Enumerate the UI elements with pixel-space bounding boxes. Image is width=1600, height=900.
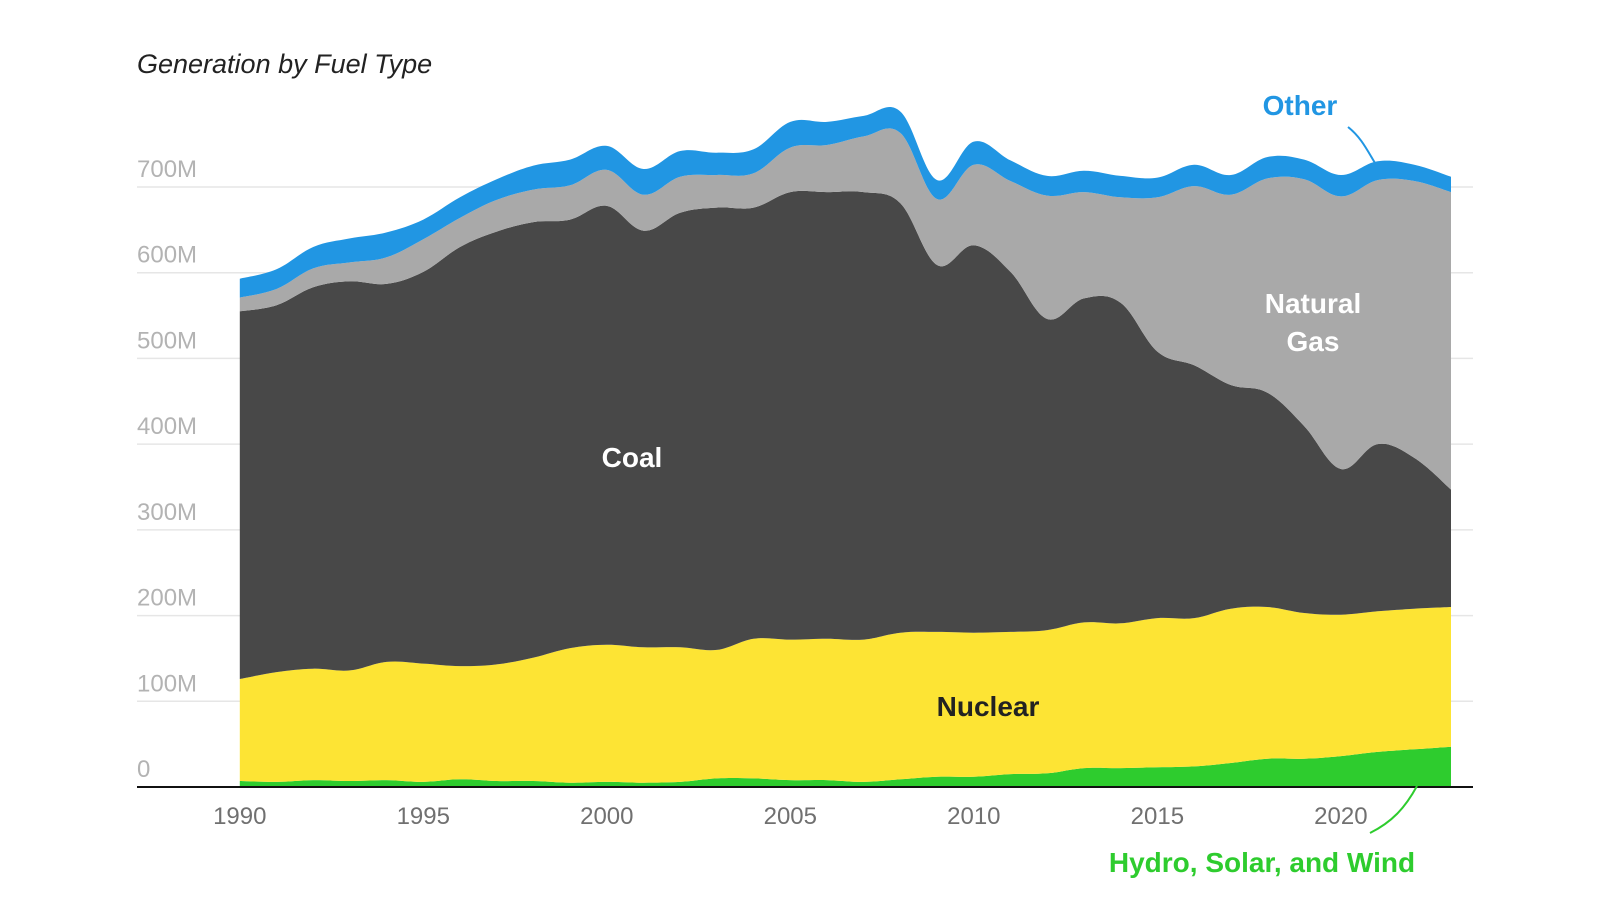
area-natural-gas bbox=[239, 128, 1451, 490]
area-other bbox=[239, 107, 1451, 298]
y-tick-label: 400M bbox=[137, 413, 197, 440]
label-coal: Coal bbox=[602, 442, 663, 473]
label-other: Other bbox=[1263, 90, 1338, 121]
area-hydro-solar-and-wind bbox=[239, 746, 1451, 787]
x-tick-label: 2010 bbox=[947, 803, 1000, 830]
label-natural-gas-line1: Natural bbox=[1265, 288, 1361, 319]
x-tick-label: 2005 bbox=[764, 803, 817, 830]
x-tick-label: 2000 bbox=[580, 803, 633, 830]
y-tick-label: 100M bbox=[137, 670, 197, 697]
label-renewables: Hydro, Solar, and Wind bbox=[1109, 847, 1415, 878]
label-natural-gas-line2: Gas bbox=[1287, 326, 1340, 357]
area-nuclear bbox=[239, 606, 1451, 783]
label-nuclear: Nuclear bbox=[937, 691, 1040, 722]
y-axis-ticks: 0 100M 200M 300M 400M 500M 600M 700M bbox=[137, 156, 197, 783]
x-tick-label: 1995 bbox=[397, 803, 450, 830]
y-tick-label: 600M bbox=[137, 242, 197, 269]
y-tick-label: 500M bbox=[137, 327, 197, 354]
other-leader-line bbox=[1347, 126, 1379, 169]
y-tick-label: 200M bbox=[137, 585, 197, 612]
x-tick-label: 2020 bbox=[1314, 803, 1367, 830]
y-tick-label: 0 bbox=[137, 756, 150, 783]
x-tick-label: 1990 bbox=[213, 803, 266, 830]
x-axis-ticks: 1990 1995 2000 2005 2010 2015 2020 bbox=[213, 803, 1367, 830]
renewables-leader-line bbox=[1369, 785, 1418, 834]
y-tick-label: 300M bbox=[137, 499, 197, 526]
y-tick-label: 700M bbox=[137, 156, 197, 183]
stacked-areas bbox=[239, 107, 1451, 787]
area-coal bbox=[239, 190, 1451, 679]
chart-title: Generation by Fuel Type bbox=[137, 49, 432, 79]
x-tick-label: 2015 bbox=[1131, 803, 1184, 830]
